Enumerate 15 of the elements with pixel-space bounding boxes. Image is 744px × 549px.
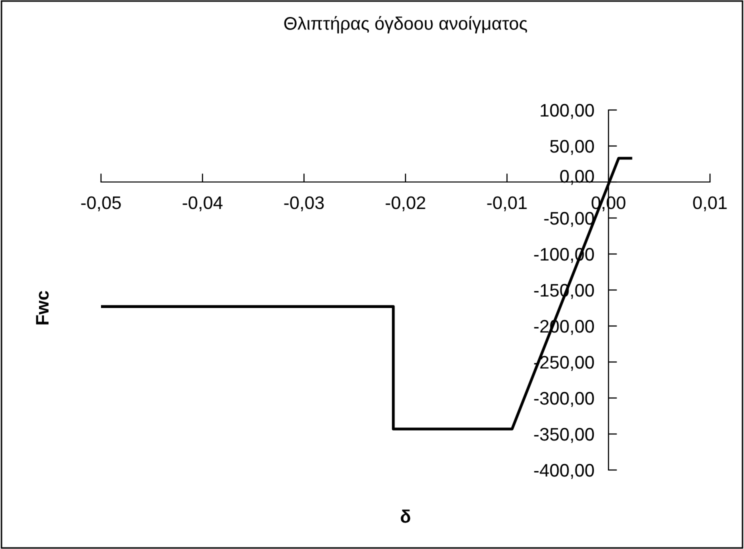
x-tick-label: -0,05	[81, 196, 121, 212]
x-tick-label: -0,04	[182, 196, 223, 212]
x-tick-label: 0,01	[693, 196, 727, 212]
y-tick-label: -50,00	[544, 212, 594, 227]
y-tick-label: -350,00	[534, 428, 594, 443]
x-axis-title: δ	[400, 510, 410, 523]
x-tick-label: -0,01	[487, 196, 527, 212]
y-axis-title: Fwc	[36, 290, 49, 324]
y-tick-label: 100,00	[540, 104, 594, 119]
y-tick-label: 50,00	[550, 140, 594, 155]
x-tick-label: -0,02	[386, 196, 426, 212]
y-tick-label: -300,00	[534, 392, 594, 407]
x-tick-label: -0,03	[284, 196, 324, 212]
y-tick-label: -400,00	[534, 464, 594, 479]
chart-title: Θλιπτήρας όγδοου ανοίγματος	[284, 16, 528, 34]
